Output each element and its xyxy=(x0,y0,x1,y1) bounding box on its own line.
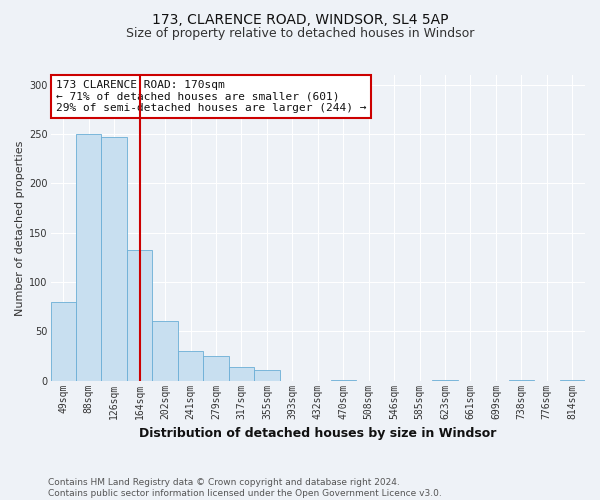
Text: 173 CLARENCE ROAD: 170sqm
← 71% of detached houses are smaller (601)
29% of semi: 173 CLARENCE ROAD: 170sqm ← 71% of detac… xyxy=(56,80,366,113)
Bar xyxy=(178,351,203,380)
Bar xyxy=(50,302,76,380)
Y-axis label: Number of detached properties: Number of detached properties xyxy=(15,140,25,316)
Text: Size of property relative to detached houses in Windsor: Size of property relative to detached ho… xyxy=(126,28,474,40)
Bar xyxy=(203,356,229,380)
Bar xyxy=(254,370,280,380)
Bar xyxy=(152,322,178,380)
Text: 173, CLARENCE ROAD, WINDSOR, SL4 5AP: 173, CLARENCE ROAD, WINDSOR, SL4 5AP xyxy=(152,12,448,26)
Bar xyxy=(76,134,101,380)
Bar xyxy=(127,250,152,380)
X-axis label: Distribution of detached houses by size in Windsor: Distribution of detached houses by size … xyxy=(139,427,496,440)
Bar xyxy=(101,137,127,380)
Bar xyxy=(229,367,254,380)
Text: Contains HM Land Registry data © Crown copyright and database right 2024.
Contai: Contains HM Land Registry data © Crown c… xyxy=(48,478,442,498)
